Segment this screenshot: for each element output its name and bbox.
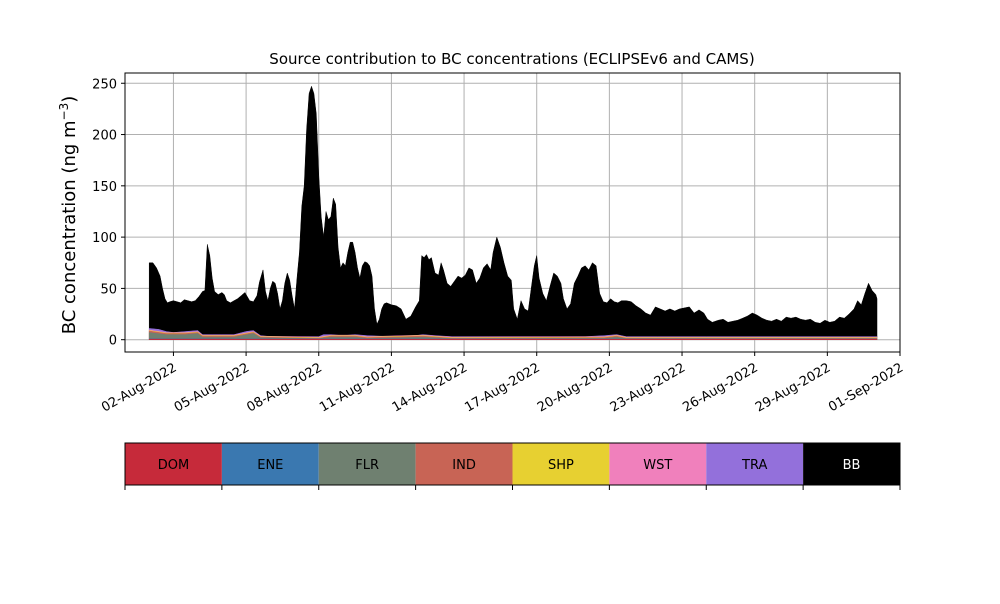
y-tick-label: 0 [109,334,117,349]
y-axis: 0 50 100 150 200 250 [92,77,125,349]
legend-swatch-ind [415,443,513,485]
x-tick-label: 26-Aug-2022 [680,360,760,415]
x-tick-label: 08-Aug-2022 [244,360,324,415]
legend-swatch-shp [512,443,610,485]
x-tick-label: 11-Aug-2022 [317,360,397,415]
y-axis-label-exponent: −3 [57,103,71,121]
legend-label-tra: TRA [741,458,767,473]
x-tick-label: 23-Aug-2022 [608,360,688,415]
y-tick-label: 200 [92,129,117,144]
x-tick-label: 01-Sep-2022 [826,360,906,415]
y-tick-label: 150 [92,180,117,195]
legend-swatch-bb [803,443,900,485]
x-tick-label: 29-Aug-2022 [753,360,833,415]
legend-label-flr: FLR [355,458,379,473]
legend-label-bb: BB [843,458,861,473]
chart-title: Source contribution to BC concentrations… [269,50,754,68]
x-tick-label: 17-Aug-2022 [462,360,542,415]
legend-swatch-ene [221,443,319,485]
series-bb-area [148,85,878,340]
legend-colorbar: DOM ENE FLR IND SHP WST TRA BB [124,442,901,490]
legend-label-ene: ENE [257,458,283,473]
y-axis-label-main: BC concentration (ng m [59,120,80,334]
y-axis-label-close: ) [59,96,80,103]
x-tick-label: 05-Aug-2022 [172,360,252,415]
plot-frame [124,72,901,353]
legend-label-dom: DOM [158,458,189,473]
y-axis-label: BC concentration (ng m−3) [57,96,80,335]
series-dom-area [148,338,878,340]
legend-swatch-dom [125,443,222,485]
legend-label-shp: SHP [548,458,574,473]
y-tick-label: 100 [92,231,117,246]
legend-label-ind: IND [452,458,476,473]
legend-swatch-wst [609,443,707,485]
gridlines [125,73,901,352]
x-tick-label: 20-Aug-2022 [535,360,615,415]
legend-swatch-flr [318,443,416,485]
x-axis: 02-Aug-202205-Aug-202208-Aug-202211-Aug-… [99,352,906,416]
y-tick-label: 250 [92,77,117,92]
x-tick-label: 14-Aug-2022 [390,360,470,415]
legend-label-wst: WST [643,458,672,473]
y-tick-label: 50 [100,282,117,297]
x-tick-label: 02-Aug-2022 [99,360,179,415]
area-series [148,85,878,340]
series-flr-area [148,332,878,340]
legend-swatch-tra [706,443,804,485]
